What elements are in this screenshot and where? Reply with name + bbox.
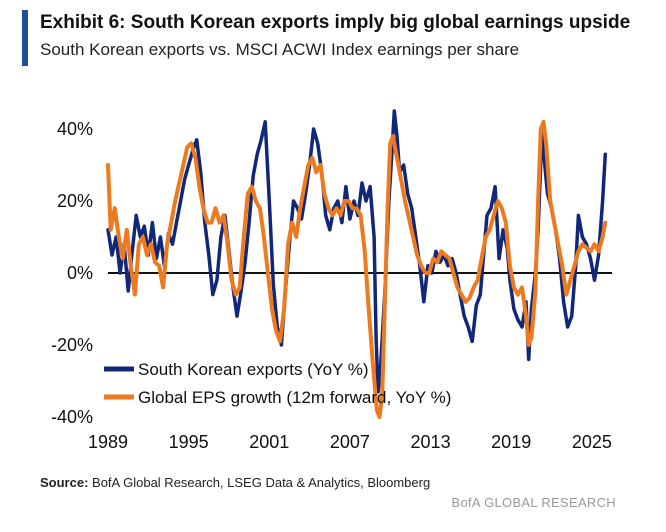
y-tick-label: 40% [57,119,93,139]
x-tick-label: 2019 [491,432,531,452]
series-line-global-eps-growth [106,119,608,419]
legend: South Korean exports (YoY %) Global EPS … [104,360,451,407]
legend-label-exports: South Korean exports (YoY %) [138,360,369,379]
x-tick-label: 1989 [88,432,128,452]
y-tick-label: 20% [57,191,93,211]
source-text: BofA Global Research, LSEG Data & Analyt… [92,475,431,490]
source-label: Source: [40,475,89,490]
x-tick-label: 2001 [249,432,289,452]
x-tick-label: 2007 [330,432,370,452]
chart-subtitle: South Korean exports vs. MSCI ACWI Index… [40,40,520,59]
x-tick-label: 2013 [411,432,451,452]
chart-title: Exhibit 6: South Korean exports imply bi… [40,12,631,33]
x-tick-label: 1995 [169,432,209,452]
series-line-south-korean-exports [106,109,608,394]
y-tick-label: -20% [51,335,93,355]
y-axis-ticks: 40% 20% 0% -20% -40% [51,119,93,427]
x-tick-label: 2025 [572,432,612,452]
x-axis-ticks: 1989 1995 2001 2007 2013 2019 2025 [88,432,612,452]
y-tick-label: 0% [67,263,93,283]
brand-watermark: BofA GLOBAL RESEARCH [451,495,616,510]
source-note: Source: BofA Global Research, LSEG Data … [40,475,430,490]
accent-bar [22,10,28,66]
legend-label-eps: Global EPS growth (12m forward, YoY %) [138,388,451,407]
y-tick-label: -40% [51,407,93,427]
